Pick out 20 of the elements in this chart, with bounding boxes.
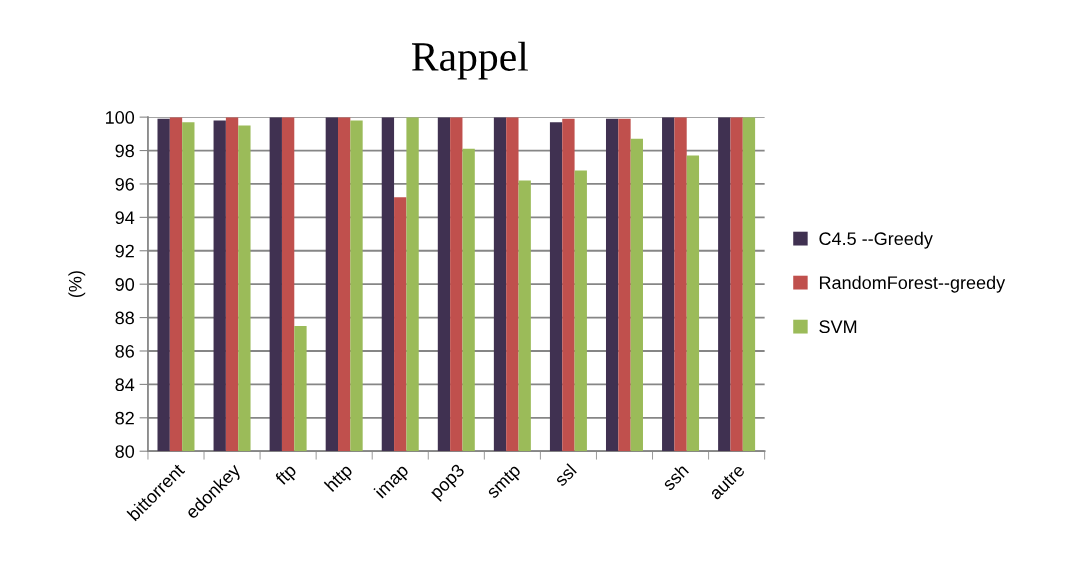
x-tick-label: ssl — [553, 463, 577, 487]
y-tick-label: 84 — [115, 378, 135, 392]
y-tick-label: 82 — [115, 411, 134, 425]
y-tick-label: 94 — [115, 211, 135, 225]
x-tick-label: ftp — [274, 462, 300, 489]
x-tick-label: ssh — [661, 463, 690, 492]
y-axis-title: (%) — [68, 271, 86, 298]
legend-label: C4.5 --Greedy — [819, 231, 933, 249]
y-tick-label: 80 — [115, 445, 135, 458]
y-tick-label: 88 — [115, 311, 134, 325]
legend-label: SVM — [819, 320, 857, 334]
y-tick-label: 90 — [115, 278, 135, 291]
y-tick-label: 98 — [115, 144, 134, 158]
y-tick-label: 96 — [115, 177, 134, 191]
y-tick-label: 92 — [115, 244, 134, 258]
x-tick-label: http — [323, 462, 356, 495]
legend-label: RandomForest--greedy — [819, 275, 1006, 293]
y-tick-label: 100 — [106, 111, 135, 124]
y-tick-label: 86 — [115, 344, 134, 358]
chart-title: Rappel — [411, 41, 528, 80]
